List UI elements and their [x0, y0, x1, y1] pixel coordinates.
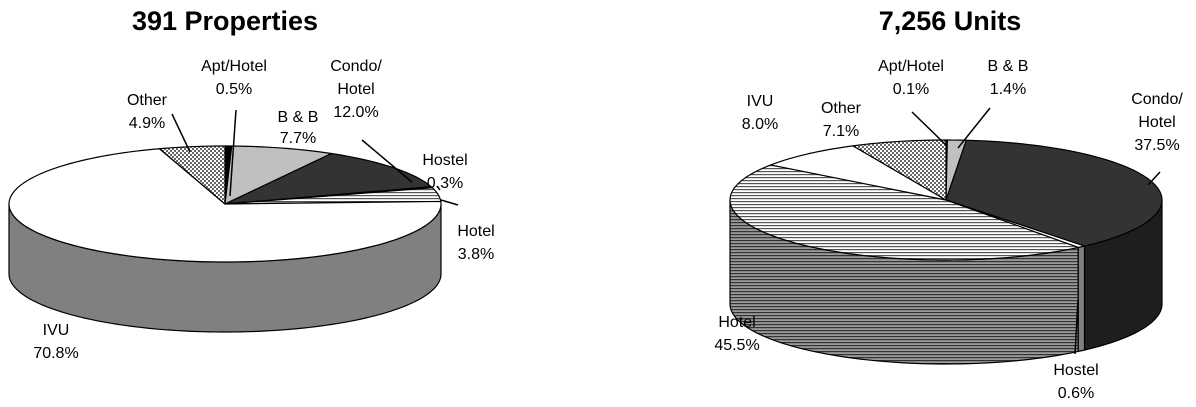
condo-hotel-name-label: Condo/ — [1131, 91, 1183, 108]
condo-hotel-value-label: 37.5% — [1134, 137, 1179, 154]
hotel-slice — [224, 187, 442, 205]
ivu-value-label: 8.0% — [742, 116, 778, 133]
apt-hotel-name-label: Apt/Hotel — [201, 58, 267, 75]
apt-hotel-value-label: 0.5% — [216, 81, 252, 98]
hostel-value-label: 0.3% — [427, 175, 463, 192]
condo-hotel-slice — [224, 152, 432, 205]
ivu-slice — [770, 145, 947, 201]
hotel-name-label: Hotel — [718, 314, 755, 331]
other-value-label: 7.1% — [823, 123, 859, 140]
other-slice — [852, 139, 947, 201]
hotel-slice — [729, 164, 1079, 261]
hostel-slice-side — [1077, 245, 1086, 353]
ivu-name-label: IVU — [43, 322, 70, 339]
condo-hotel-leader-line — [361, 139, 413, 183]
chart-title: 7,256 Units — [879, 6, 1022, 36]
condo-hotel-name-label: Hotel — [337, 81, 374, 98]
other-slice — [158, 145, 226, 205]
ivu-slice — [8, 148, 442, 263]
condo-hotel-name-label: Condo/ — [330, 58, 382, 75]
ivu-name-label: IVU — [747, 93, 774, 110]
properties-pie-chart: 391 Properties Apt/Hotel 0.5% B & B 7.7% Con… — [8, 6, 495, 362]
b-b-value-label: 7.7% — [280, 130, 316, 147]
pie-slices — [8, 145, 442, 333]
b-b-leader-line — [957, 107, 991, 149]
hostel-name-label: Hostel — [1053, 362, 1098, 379]
other-name-label: Other — [821, 100, 862, 117]
pie-slices — [729, 139, 1163, 365]
other-name-label: Other — [127, 92, 168, 109]
apt-hotel-value-label: 0.1% — [893, 81, 929, 98]
other-leader-line — [171, 113, 191, 153]
apt-hotel-leader-line — [911, 111, 947, 146]
b-b-name-label: B & B — [988, 58, 1029, 75]
condo-hotel-leader-line — [1147, 171, 1161, 186]
other-value-label: 4.9% — [129, 115, 165, 132]
ivu-value-label: 70.8% — [33, 345, 78, 362]
units-pie-chart: 7,256 Units Apt/Hotel 0.1% B & B 1.4% Condo/… — [714, 6, 1183, 402]
hostel-value-label: 0.6% — [1058, 385, 1094, 402]
hostel-leader-line — [1074, 299, 1079, 355]
chart-title: 391 Properties — [132, 6, 318, 36]
apt-hotel-name-label: Apt/Hotel — [878, 58, 944, 75]
condo-hotel-name-label: Hotel — [1138, 114, 1175, 131]
hotel-value-label: 45.5% — [714, 337, 759, 354]
b-b-name-label: B & B — [278, 109, 319, 126]
hostel-name-label: Hostel — [422, 152, 467, 169]
hotel-value-label: 3.8% — [458, 246, 494, 263]
b-b-slice — [224, 145, 333, 205]
condo-hotel-value-label: 12.0% — [333, 104, 378, 121]
b-b-value-label: 1.4% — [990, 81, 1026, 98]
apt-hotel-leader-line — [229, 109, 237, 197]
hotel-name-label: Hotel — [457, 223, 494, 240]
pie-labels: Apt/Hotel 0.5% B & B 7.7% Condo/Hotel 12.0% Ho… — [33, 58, 494, 362]
pie-labels: Apt/Hotel 0.1% B & B 1.4% Condo/Hotel 37.5% Ho… — [714, 58, 1183, 402]
condo-hotel-slice — [945, 139, 1163, 247]
hostel-leader-line — [436, 185, 441, 191]
hotel-leader-line — [440, 199, 459, 206]
